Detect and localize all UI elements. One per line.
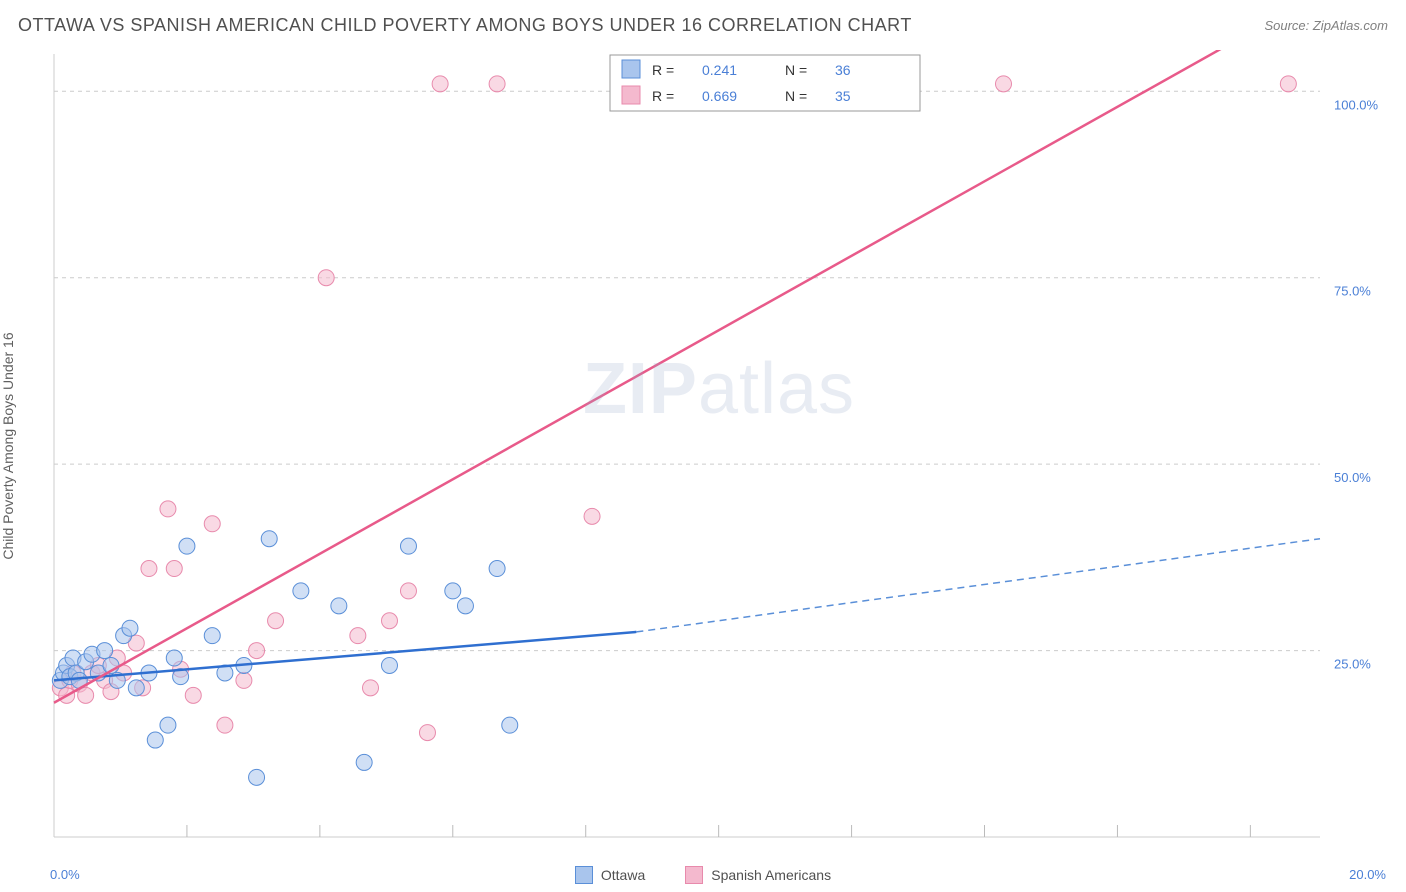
svg-text:N =: N = <box>785 88 807 104</box>
header: OTTAWA VS SPANISH AMERICAN CHILD POVERTY… <box>18 15 1388 36</box>
legend-item-ottawa: Ottawa <box>575 866 645 884</box>
svg-text:0.241: 0.241 <box>702 62 737 78</box>
svg-text:75.0%: 75.0% <box>1334 284 1371 299</box>
legend-item-spanish: Spanish Americans <box>685 866 831 884</box>
chart-title: OTTAWA VS SPANISH AMERICAN CHILD POVERTY… <box>18 15 912 36</box>
plot-area: ZIPatlas 25.0%50.0%75.0%100.0%R =0.241N … <box>50 50 1388 857</box>
svg-text:50.0%: 50.0% <box>1334 470 1371 485</box>
legend-swatch-icon <box>685 866 703 884</box>
y-axis-label: Child Poverty Among Boys Under 16 <box>0 332 16 559</box>
svg-text:36: 36 <box>835 62 851 78</box>
svg-text:100.0%: 100.0% <box>1334 97 1379 112</box>
svg-text:0.669: 0.669 <box>702 88 737 104</box>
source-credit: Source: ZipAtlas.com <box>1264 18 1388 33</box>
legend-swatch-icon <box>575 866 593 884</box>
svg-text:N =: N = <box>785 62 807 78</box>
svg-text:R =: R = <box>652 88 674 104</box>
bottom-legend: Ottawa Spanish Americans <box>0 866 1406 884</box>
svg-text:25.0%: 25.0% <box>1334 657 1371 672</box>
legend-label: Spanish Americans <box>711 867 831 883</box>
svg-text:35: 35 <box>835 88 851 104</box>
svg-text:R =: R = <box>652 62 674 78</box>
scatter-chart: 25.0% 50.0% 75.0% 100.0% R = 0.241 N = 36 R = 0.6… <box>50 50 1388 857</box>
legend-label: Ottawa <box>601 867 645 883</box>
source-link[interactable]: ZipAtlas.com <box>1313 18 1388 33</box>
